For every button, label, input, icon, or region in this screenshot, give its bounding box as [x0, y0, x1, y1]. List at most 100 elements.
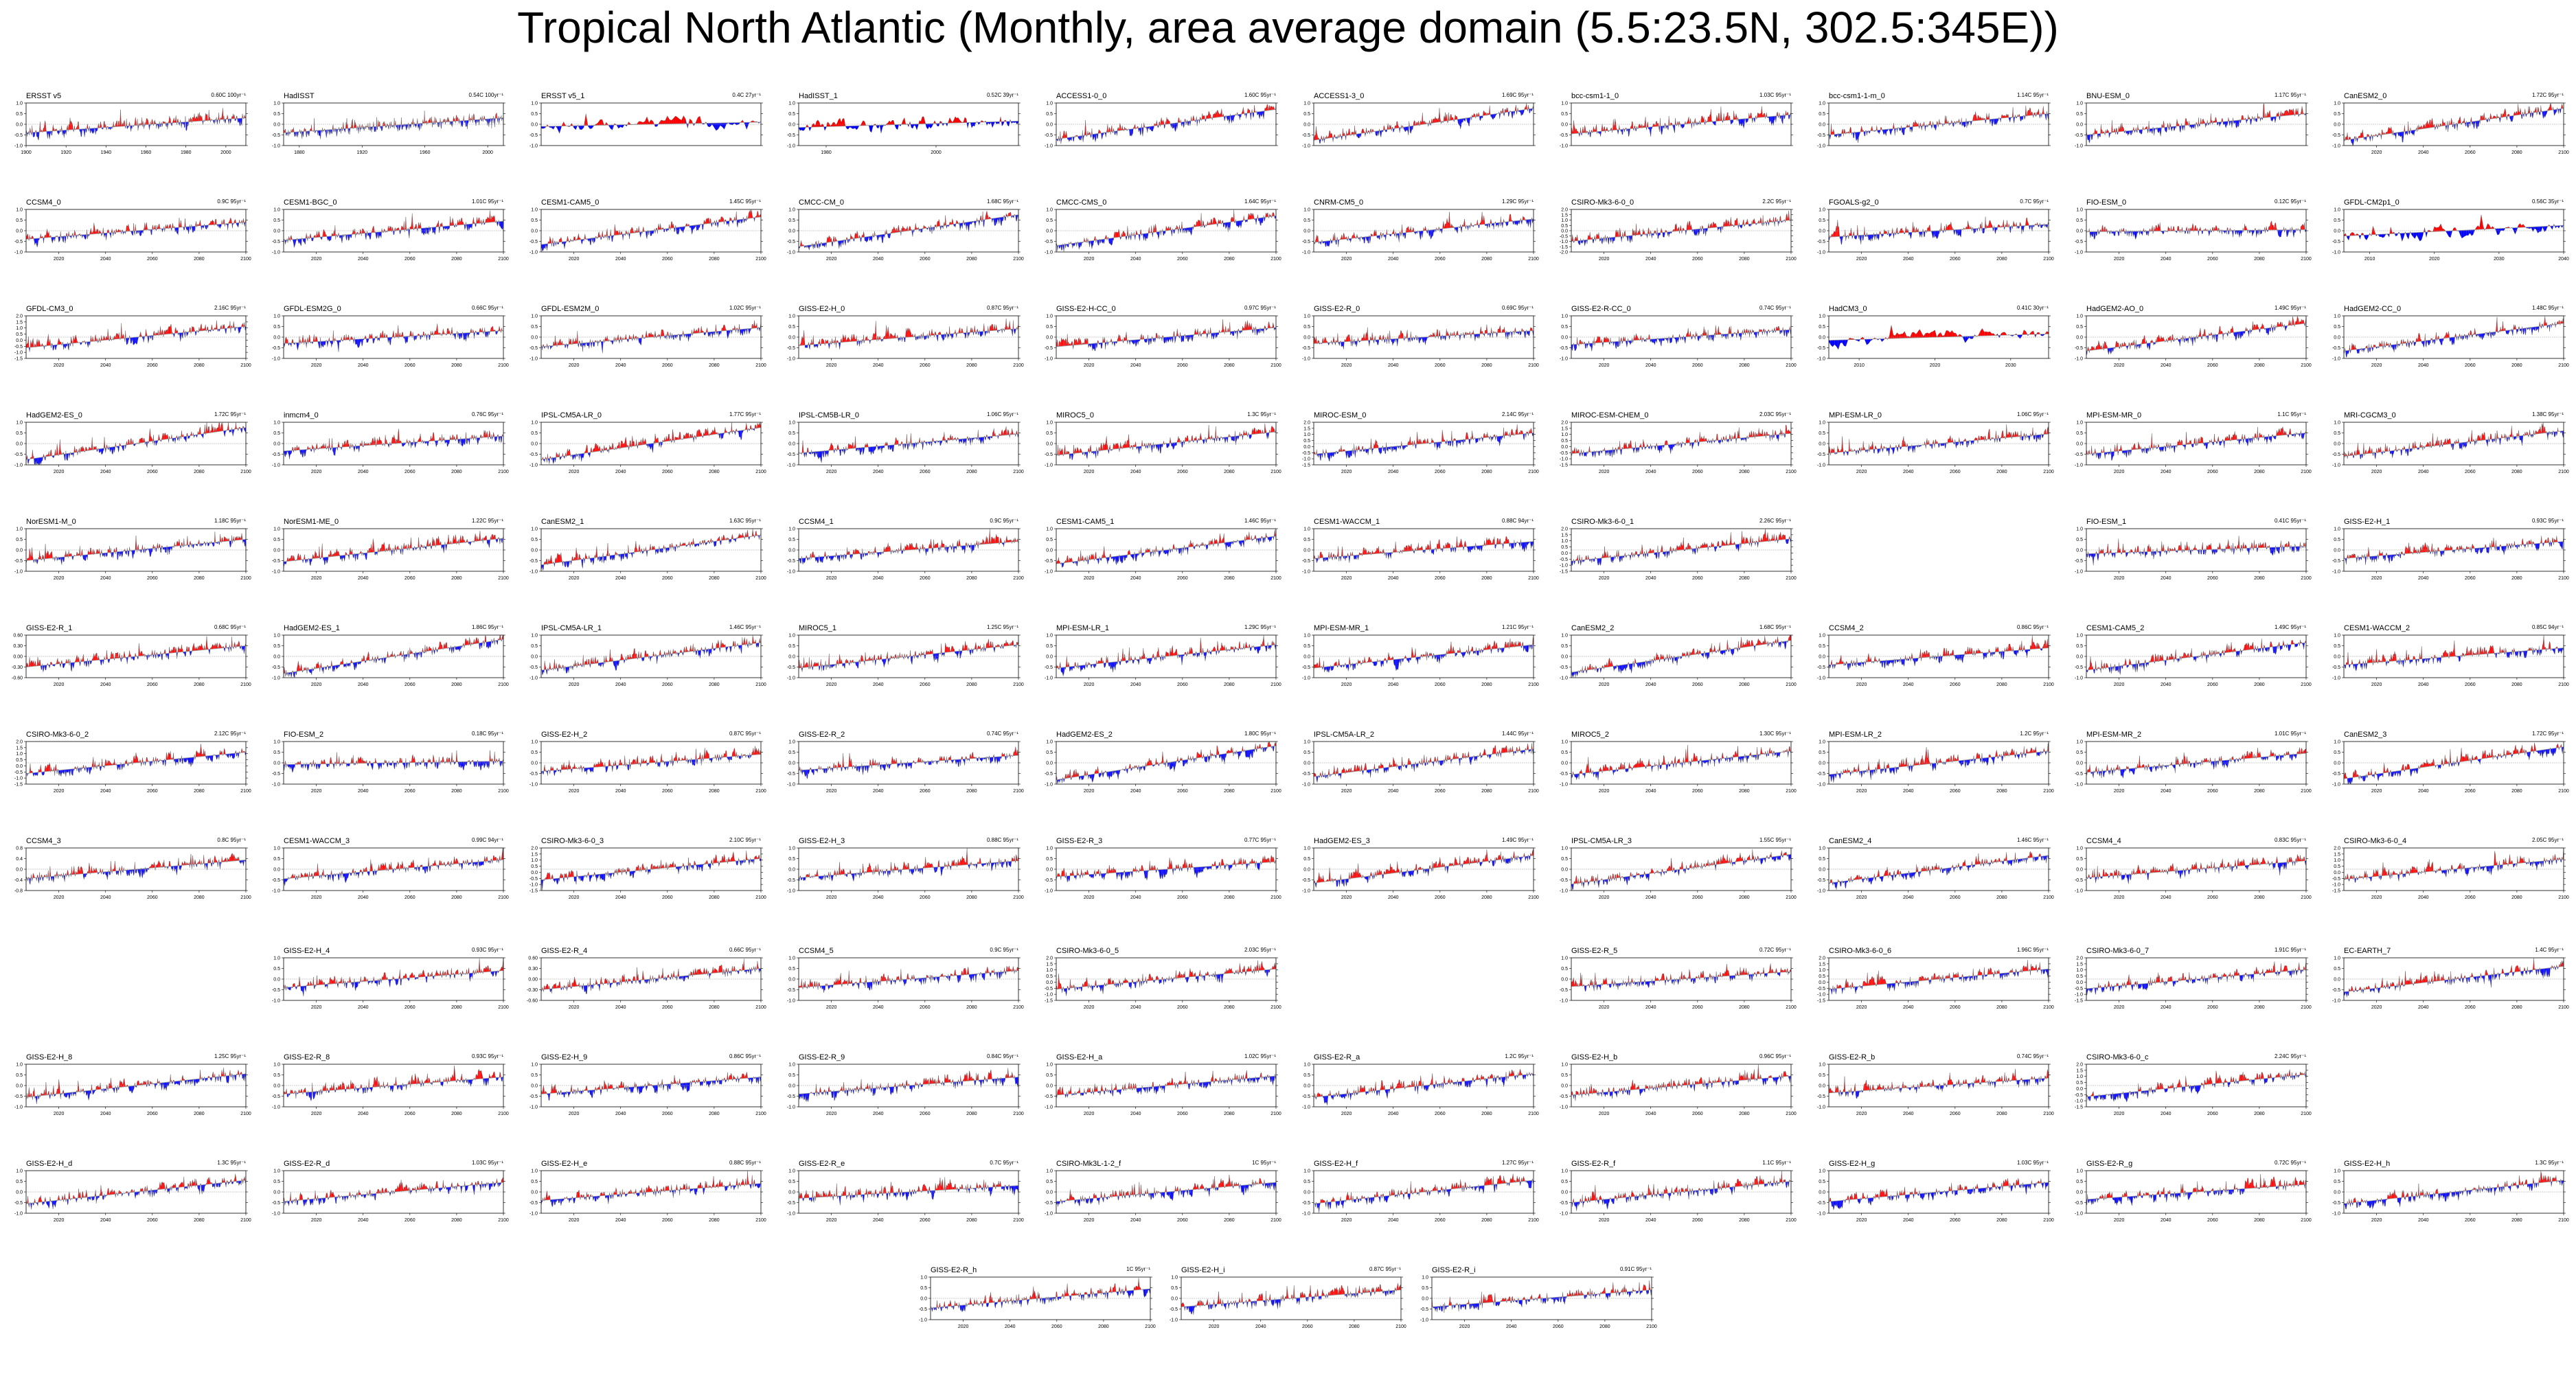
y-tick-label: 0.5 — [1819, 218, 1825, 223]
y-tick-label: -0.5 — [2075, 133, 2083, 138]
y-tick-label: 1.0 — [2334, 740, 2340, 745]
x-tick-label: 2060 — [404, 1112, 415, 1116]
trend-label: 0.18C 95yr⁻¹ — [284, 731, 503, 737]
y-tick-label: -1.0 — [1817, 889, 1825, 894]
trend-label: 0.93C 95yr⁻¹ — [284, 947, 503, 953]
y-tick-label: -0.5 — [529, 240, 538, 244]
y-tick-label: 1.0 — [788, 102, 795, 106]
x-tick-label: 2100 — [498, 682, 509, 687]
x-tick-label: 2020 — [826, 470, 837, 474]
chart-panel: CNRM-CM5_0 1.29C 95yr⁻¹ 1.0 0.5 0.0 -0.5 -1.0 2… — [1293, 198, 1539, 266]
x-tick-label: 2080 — [2254, 363, 2265, 368]
x-tick-label: 2060 — [404, 257, 415, 262]
x-tick-label: 2000 — [931, 150, 942, 155]
y-tick-label: 0.5 — [1819, 1073, 1825, 1078]
negative-anomaly-fill — [2086, 113, 2306, 144]
panel-title: MIROC5_1 — [799, 624, 836, 632]
anomaly-series-line — [1056, 209, 1277, 252]
trend-label: 2.2C 95yr⁻¹ — [1571, 198, 1791, 205]
y-tick-label: -0.5 — [2075, 1093, 2083, 1098]
y-tick-label: 0.0 — [2334, 1191, 2340, 1195]
x-tick-label: 2100 — [1013, 1218, 1024, 1223]
x-tick-label: 2040 — [1005, 1324, 1016, 1329]
anomaly-series-line — [930, 1278, 1151, 1313]
y-tick-label: -0.5 — [272, 988, 280, 993]
positive-anomaly-fill — [26, 636, 246, 668]
x-tick-label: 1920 — [356, 150, 367, 155]
x-tick-label: 2020 — [826, 257, 837, 262]
x-tick-label: 2040 — [1903, 1005, 1914, 1010]
trend-label: 0.74C 95yr⁻¹ — [1829, 1053, 2049, 1059]
x-tick-label: 2100 — [2301, 1005, 2312, 1010]
y-tick-label: 1.0 — [1046, 634, 1053, 639]
y-tick-label: 0.5 — [273, 750, 280, 755]
chart-panel: GISS-E2-R_1 0.68C 95yr⁻¹ 0.60 0.30 0.00 -0.30… — [5, 624, 251, 691]
chart-panel: MIROC5_0 1.3C 95yr⁻¹ 1.0 0.5 0.0 -0.5 -1.0 2020… — [1036, 411, 1281, 479]
y-tick-label: -0.5 — [787, 559, 795, 564]
trend-label: 0.77C 95yr⁻¹ — [1056, 837, 1276, 843]
trend-label: 1.46C 95yr⁻¹ — [1056, 518, 1276, 524]
y-tick-label: -0.5 — [787, 133, 795, 138]
x-tick-label: 2020 — [569, 789, 580, 794]
anomaly-series-line — [1313, 637, 1534, 674]
y-tick-label: -0.5 — [1302, 1201, 1310, 1206]
panel-title: MIROC-ESM_0 — [1314, 411, 1366, 420]
x-tick-label: 2020 — [1084, 257, 1095, 262]
trend-label: 0.9C 95yr⁻¹ — [26, 198, 246, 205]
negative-anomaly-fill — [1321, 642, 1533, 673]
panel-title: HadGEM2-ES_0 — [26, 411, 82, 420]
x-tick-label: 2100 — [1270, 257, 1281, 262]
y-tick-label: 0.5 — [1046, 857, 1053, 862]
negative-anomaly-fill — [284, 538, 503, 568]
y-tick-label: 0.0 — [1046, 980, 1053, 985]
y-tick-label: -1.0 — [1302, 783, 1310, 788]
negative-anomaly-fill — [541, 217, 755, 251]
positive-anomaly-fill — [26, 422, 244, 460]
x-tick-label: 2060 — [1692, 1218, 1703, 1223]
x-tick-label: 2040 — [1388, 789, 1399, 794]
x-tick-label: 2040 — [615, 470, 626, 474]
y-tick-label: 1.0 — [1046, 208, 1053, 213]
x-tick-label: 2100 — [498, 257, 509, 262]
x-tick-label: 2060 — [920, 363, 931, 368]
y-tick-label: -1.0 — [1302, 1212, 1310, 1217]
y-tick-label: -0.5 — [529, 772, 538, 777]
anomaly-series-line — [283, 750, 504, 773]
y-tick-label: -0.5 — [787, 988, 795, 993]
x-tick-label: 2040 — [358, 1218, 369, 1223]
x-tick-label: 2020 — [2114, 682, 2125, 687]
y-tick-label: -0.5 — [2075, 987, 2083, 991]
x-tick-label: 2080 — [194, 470, 205, 474]
panel-title: ACCESS1-3_0 — [1314, 92, 1364, 100]
panel-title: FIO-ESM_0 — [2086, 198, 2126, 207]
y-tick-label: -0.5 — [1560, 133, 1568, 138]
y-tick-label: -0.5 — [1817, 1201, 1825, 1206]
chart-panel: IPSL-CM5A-LR_2 1.44C 95yr⁻¹ 1.0 0.5 0.0 -0.5-… — [1293, 731, 1539, 798]
anomaly-series-line — [1313, 743, 1534, 783]
y-tick-label: 0.5 — [273, 218, 280, 223]
x-tick-label: 2080 — [194, 895, 205, 900]
chart-panel: ACCESS1-3_0 1.69C 95yr⁻¹ 1.0 0.5 0.0 -0.5 -1.0 — [1293, 92, 1536, 159]
x-tick-label: 2040 — [2161, 363, 2172, 368]
x-tick-label: 2100 — [2558, 363, 2569, 368]
x-tick-label: 2060 — [404, 895, 415, 900]
y-tick-label: 0.5 — [2076, 1180, 2083, 1184]
x-tick-label: 2060 — [2207, 257, 2218, 262]
trend-label: 1.25C 95yr⁻¹ — [26, 1053, 246, 1059]
anomaly-series-line — [2086, 220, 2307, 240]
x-tick-label: 2020 — [2114, 1005, 2125, 1010]
panel-title: BNU-ESM_0 — [2086, 92, 2130, 100]
y-tick-label: -1.0 — [787, 1212, 795, 1217]
y-tick-label: -1.0 — [1170, 1318, 1178, 1323]
x-tick-label: 2020 — [54, 470, 65, 474]
y-tick-label: 2.0 — [16, 314, 23, 319]
x-tick-label: 2020 — [1599, 1112, 1610, 1116]
x-tick-label: 2060 — [920, 1005, 931, 1010]
y-tick-label: 1.0 — [2334, 314, 2340, 319]
y-tick-label: 0.0 — [273, 1191, 280, 1195]
x-tick-label: 2080 — [1224, 257, 1235, 262]
